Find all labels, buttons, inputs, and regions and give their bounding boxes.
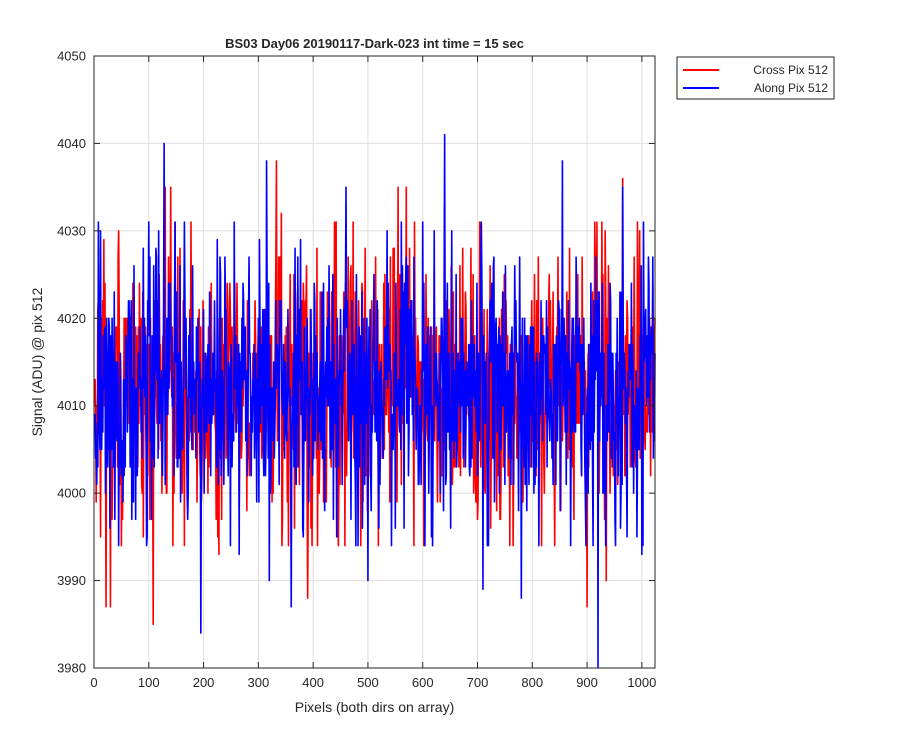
chart-title: BS03 Day06 20190117-Dark-023 int time = … (225, 36, 524, 51)
legend-entry-cross: Cross Pix 512 (753, 63, 828, 77)
x-tick-label: 300 (248, 675, 270, 690)
y-axis-label: Signal (ADU) @ pix 512 (29, 287, 45, 436)
x-tick-label: 1000 (627, 675, 656, 690)
y-tick-label: 4020 (57, 311, 86, 326)
legend-entry-along: Along Pix 512 (754, 81, 828, 95)
y-tick-label: 4010 (57, 398, 86, 413)
x-tick-label: 200 (193, 675, 215, 690)
y-tick-label: 4000 (57, 486, 86, 501)
x-tick-label: 900 (576, 675, 598, 690)
legend: Cross Pix 512 Along Pix 512 (676, 56, 835, 100)
x-tick-label: 400 (302, 675, 324, 690)
y-tick-label: 3980 (57, 661, 86, 676)
legend-box (676, 56, 835, 100)
x-tick-label: 800 (521, 675, 543, 690)
y-tick-label: 4040 (57, 136, 86, 151)
series-layer (93, 133, 656, 669)
y-tick-label: 4030 (57, 223, 86, 238)
x-axis-label: Pixels (both dirs on array) (295, 699, 455, 715)
x-tick-label: 600 (412, 675, 434, 690)
axis-ticks: 0 100 200 300 400 500 600 700 800 900 1000 3980 3990… (57, 49, 656, 691)
plot-frame (93, 55, 656, 669)
x-tick-label: 0 (90, 675, 97, 690)
y-tick-label: 3990 (57, 573, 86, 588)
y-tick-label: 4050 (57, 49, 86, 64)
x-tick-label: 100 (138, 675, 160, 690)
x-tick-label: 500 (357, 675, 379, 690)
x-tick-label: 700 (467, 675, 489, 690)
series-line-along (93, 133, 656, 669)
